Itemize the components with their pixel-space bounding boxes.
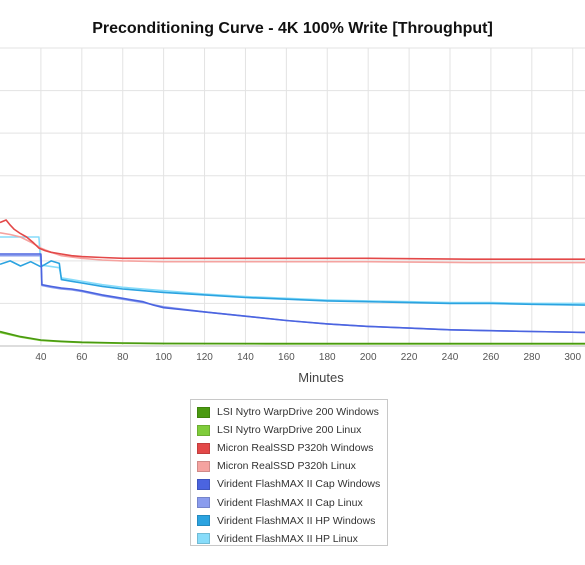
legend-item[interactable]: Virident FlashMAX II Cap Windows bbox=[197, 475, 387, 493]
legend-label: Virident FlashMAX II HP Windows bbox=[217, 514, 376, 527]
legend-swatch bbox=[197, 478, 210, 490]
legend-swatch bbox=[197, 460, 210, 472]
legend-label: LSI Nytro WarpDrive 200 Linux bbox=[217, 424, 362, 437]
x-tick-labels: 40 60 80 100 120 140 160 180 200 220 240 260 280 300 bbox=[35, 352, 581, 363]
series-line-2 bbox=[0, 219, 585, 261]
x-tick-label: 260 bbox=[483, 352, 500, 363]
legend: LSI Nytro WarpDrive 200 Windows LSI Nytro… bbox=[190, 399, 388, 546]
x-tick-label: 80 bbox=[117, 352, 129, 363]
chart-title: Preconditioning Curve - 4K 100% Write [T… bbox=[92, 20, 493, 37]
series-line-3 bbox=[0, 232, 585, 264]
legend-label: LSI Nytro WarpDrive 200 Windows bbox=[217, 406, 379, 419]
legend-label: Virident FlashMAX II Cap Linux bbox=[217, 496, 363, 509]
x-tick-label: 280 bbox=[523, 352, 540, 363]
x-tick-label: 180 bbox=[319, 352, 336, 363]
grid-lines bbox=[0, 47, 585, 347]
legend-item[interactable]: Virident FlashMAX II HP Linux bbox=[197, 530, 387, 548]
x-tick-label: 160 bbox=[278, 352, 295, 363]
legend-swatch bbox=[197, 533, 210, 545]
x-tick-label: 200 bbox=[360, 352, 377, 363]
series-line-0 bbox=[0, 330, 585, 345]
legend-item[interactable]: Virident FlashMAX II Cap Linux bbox=[197, 493, 387, 511]
legend-label: Virident FlashMAX II Cap Windows bbox=[217, 478, 381, 491]
legend-swatch bbox=[197, 442, 210, 454]
x-tick-label: 300 bbox=[564, 352, 581, 363]
series-line-6 bbox=[0, 260, 585, 306]
legend-swatch bbox=[197, 424, 210, 436]
legend-label: Virident FlashMAX II HP Linux bbox=[217, 532, 358, 545]
legend-item[interactable]: Micron RealSSD P320h Linux bbox=[197, 457, 387, 475]
x-axis-label: Minutes bbox=[298, 370, 344, 385]
x-tick-label: 140 bbox=[237, 352, 254, 363]
series-line-4 bbox=[0, 253, 585, 334]
x-tick-label: 120 bbox=[196, 352, 213, 363]
legend-item[interactable]: Micron RealSSD P320h Windows bbox=[197, 439, 387, 457]
x-tick-label: 220 bbox=[401, 352, 418, 363]
series-lines bbox=[0, 219, 585, 345]
legend-item[interactable]: Virident FlashMAX II HP Windows bbox=[197, 512, 387, 530]
legend-swatch bbox=[197, 497, 210, 509]
x-tick-label: 60 bbox=[76, 352, 88, 363]
series-line-7 bbox=[0, 236, 585, 305]
x-tick-label: 240 bbox=[442, 352, 459, 363]
x-tick-label: 40 bbox=[35, 352, 47, 363]
x-tick-label: 100 bbox=[155, 352, 172, 363]
legend-label: Micron RealSSD P320h Linux bbox=[217, 460, 356, 473]
legend-item[interactable]: LSI Nytro WarpDrive 200 Windows bbox=[197, 403, 387, 421]
legend-swatch bbox=[197, 515, 210, 527]
legend-item[interactable]: LSI Nytro WarpDrive 200 Linux bbox=[197, 421, 387, 439]
legend-label: Micron RealSSD P320h Windows bbox=[217, 442, 374, 455]
legend-swatch bbox=[197, 406, 210, 418]
